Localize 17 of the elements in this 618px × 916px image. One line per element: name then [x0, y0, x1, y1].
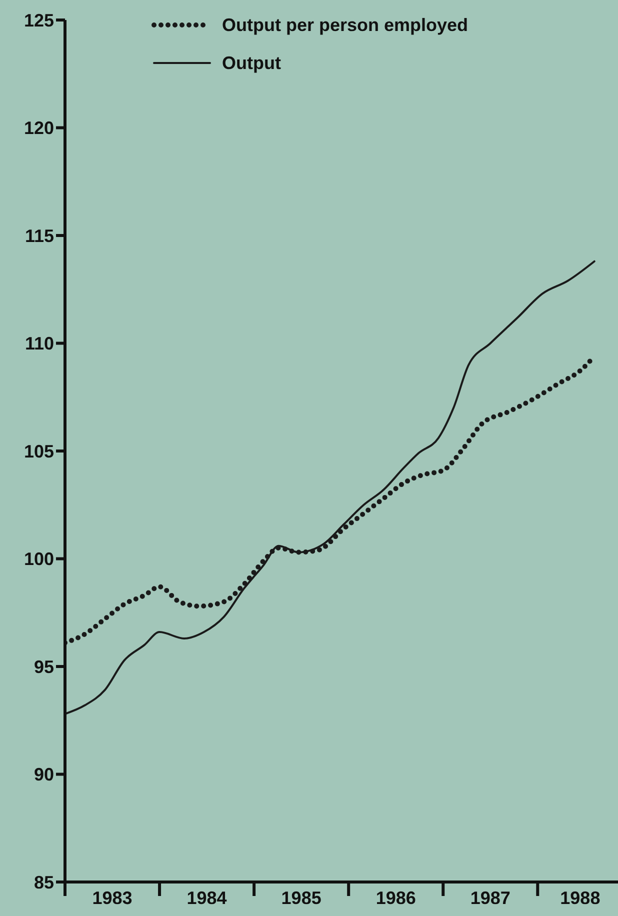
- y-tick-label: 90: [34, 764, 54, 785]
- y-tick-label: 115: [24, 226, 54, 246]
- x-tick-label: 1988: [560, 888, 600, 908]
- y-tick-label: 105: [24, 441, 54, 462]
- x-tick-label: 1987: [470, 888, 510, 908]
- y-tick-label: 110: [24, 334, 54, 354]
- legend-label: Output per person employed: [222, 14, 468, 36]
- x-tick-label: 1985: [281, 888, 322, 908]
- x-tick-label: 1984: [186, 888, 227, 908]
- y-tick-label: 125: [24, 10, 54, 30]
- x-tick-label: 1983: [92, 888, 132, 908]
- y-tick-label: 85: [34, 872, 54, 892]
- y-tick-label: 95: [34, 656, 54, 677]
- legend-label: Output: [222, 52, 281, 74]
- x-tick-label: 1986: [376, 888, 416, 908]
- y-tick-label: 120: [24, 118, 54, 138]
- y-tick-label: 100: [24, 549, 54, 570]
